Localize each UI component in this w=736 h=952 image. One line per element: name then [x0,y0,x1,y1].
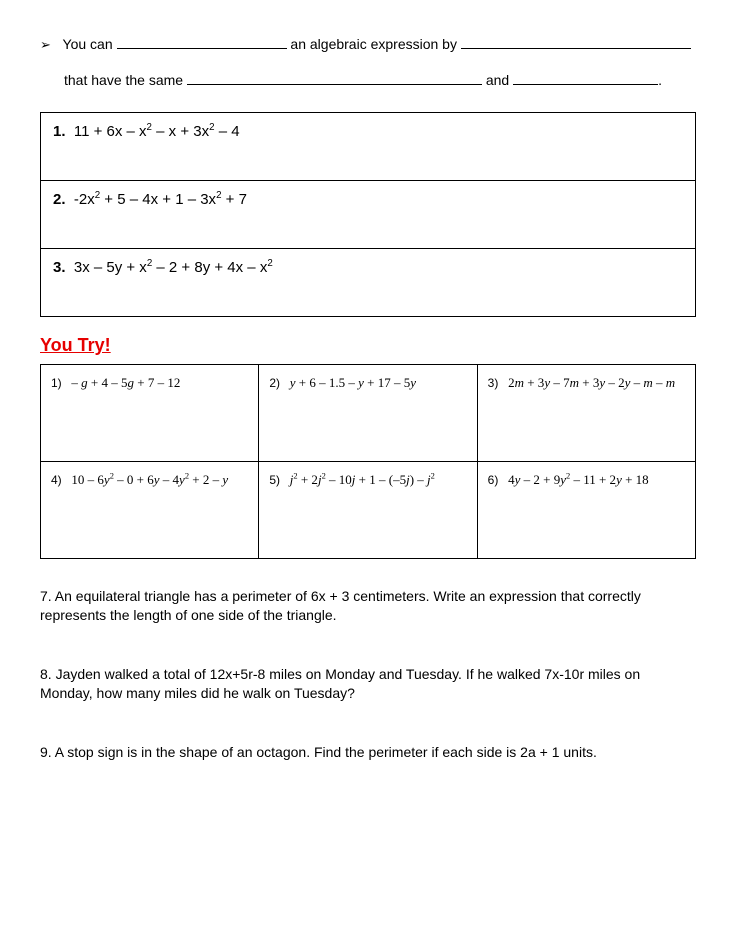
try-4-expression: 10 – 6y2 – 0 + 6y – 4y2 + 2 – y [71,472,228,487]
try-1-number: 1) [51,376,62,390]
example-2-expression: -2x2 + 5 – 4x + 1 – 3x2 + 7 [70,191,247,208]
you-try-table: 1) – g + 4 – 5g + 7 – 12 2) y + 6 – 1.5 … [40,364,696,559]
intro-text-2b: and [486,72,509,88]
intro-line-2: that have the same and . [64,66,696,94]
intro-text-2a: that have the same [64,72,183,88]
try-1-expression: – g + 4 – 5g + 7 – 12 [71,375,180,390]
problem-7: 7. An equilateral triangle has a perimet… [40,587,696,625]
try-5-expression: j2 + 2j2 – 10j + 1 – (–5j) – j2 [290,472,435,487]
example-1-number: 1. [53,123,66,140]
intro-text-1a: You can [63,36,113,52]
intro-line-1: ➢ You can an algebraic expression by [40,30,696,58]
try-cell-4: 4) 10 – 6y2 – 0 + 6y – 4y2 + 2 – y [41,462,259,559]
try-2-expression: y + 6 – 1.5 – y + 17 – 5y [290,375,416,390]
try-5-number: 5) [269,473,280,487]
try-cell-2: 2) y + 6 – 1.5 – y + 17 – 5y [259,365,477,462]
example-3-expression: 3x – 5y + x2 – 2 + 8y + 4x – x2 [70,259,273,276]
problem-9: 9. A stop sign is in the shape of an oct… [40,743,696,762]
blank-4[interactable] [513,71,658,85]
blank-1[interactable] [117,35,287,49]
try-6-number: 6) [488,473,499,487]
try-3-number: 3) [488,376,499,390]
intro-text-2c: . [658,72,662,88]
try-3-expression: 2m + 3y – 7m + 3y – 2y – m – m [508,375,675,390]
blank-3[interactable] [187,71,482,85]
try-2-number: 2) [269,376,280,390]
try-6-expression: 4y – 2 + 9y2 – 11 + 2y + 18 [508,472,649,487]
intro-text-1b: an algebraic expression by [290,36,457,52]
example-2-number: 2. [53,191,66,208]
try-cell-1: 1) – g + 4 – 5g + 7 – 12 [41,365,259,462]
try-cell-5: 5) j2 + 2j2 – 10j + 1 – (–5j) – j2 [259,462,477,559]
you-try-heading: You Try! [40,335,696,356]
try-cell-3: 3) 2m + 3y – 7m + 3y – 2y – m – m [477,365,695,462]
examples-table: 1. 11 + 6x – x2 – x + 3x2 – 4 2. -2x2 + … [40,112,696,317]
problem-8: 8. Jayden walked a total of 12x+5r-8 mil… [40,665,696,703]
example-row-2: 2. -2x2 + 5 – 4x + 1 – 3x2 + 7 [41,181,696,249]
example-1-expression: 11 + 6x – x2 – x + 3x2 – 4 [70,123,240,140]
example-row-1: 1. 11 + 6x – x2 – x + 3x2 – 4 [41,113,696,181]
try-4-number: 4) [51,473,62,487]
bullet-arrow-icon: ➢ [40,32,51,58]
try-cell-6: 6) 4y – 2 + 9y2 – 11 + 2y + 18 [477,462,695,559]
example-3-number: 3. [53,259,66,276]
blank-2[interactable] [461,35,691,49]
example-row-3: 3. 3x – 5y + x2 – 2 + 8y + 4x – x2 [41,249,696,317]
